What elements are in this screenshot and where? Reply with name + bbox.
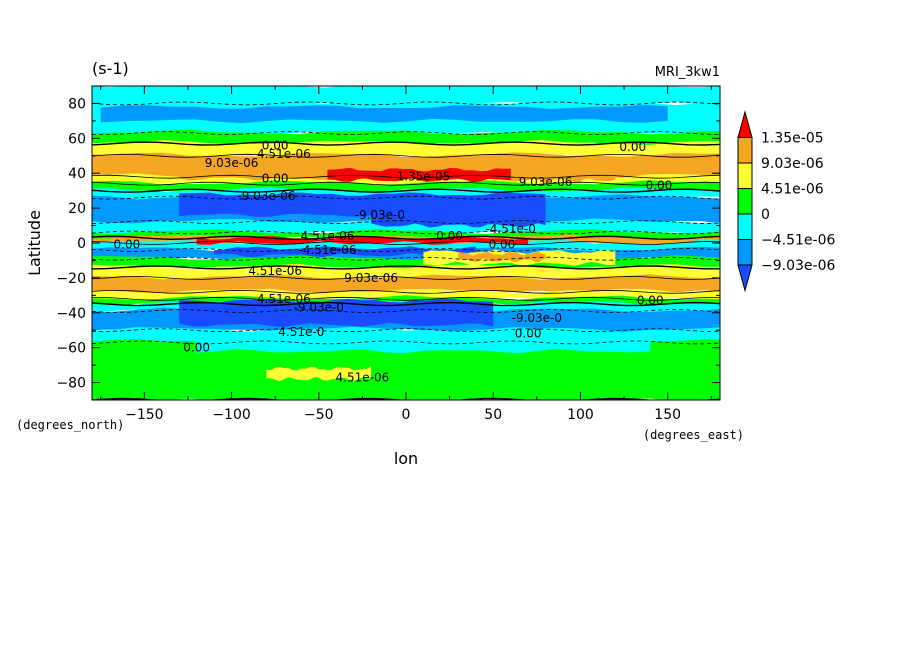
contour-line [92,235,720,241]
contour-label: 0.00 [436,229,463,243]
contour-label: 4.51e-06 [257,147,311,161]
contour-patch [371,209,546,228]
colorbar-swatch [737,213,753,240]
contour-patch [179,192,546,218]
contour-line [92,397,720,400]
contour-label: 1.35e-05 [397,170,451,184]
y-tick-label: 20 [68,201,86,217]
contour-line [92,153,720,158]
contour-label: 0.00 [619,140,646,154]
contour-label: 0.00 [262,171,289,185]
y-tick-label: 60 [68,131,86,147]
contour-line [92,301,720,307]
contour-patch [214,246,476,258]
contour-patch [100,104,668,124]
contour-label: -9.03e-0 [294,301,344,315]
y-tick-label: −60 [56,341,86,357]
contour-band [92,339,720,400]
contour-label: 4.51e-06 [257,292,311,306]
colorbar-level-label: 0 [761,207,770,223]
contour-label: -4.51e-0 [485,222,535,236]
colorbar-swatch [737,162,753,189]
contour-label: -9.03e-0 [355,208,405,222]
x-axis-label: lon [394,449,418,468]
y-axis-label: Latitude [25,210,44,276]
contour-label: 0.00 [262,138,289,152]
contour-labels: 0.004.51e-069.03e-061.35e-05 9.03e-060.00… [114,138,673,384]
colorbar: 1.35e-05 9.03e-06 4.51e-06 0 −4.51e-06 −9.03e… [737,110,835,293]
y-tick-label: −20 [56,271,86,287]
contour-label: 0.00 [515,327,542,341]
y-tick-label: −40 [56,306,86,322]
contour-label: 4.51e-06 [301,229,355,243]
contour-label: 4.51e-06 [248,264,302,278]
contour-line [92,141,720,146]
contour-label: 0.00 [489,238,516,252]
contour-label: 0.00 [183,341,210,355]
contour-line [92,265,720,270]
x-tick-label: 50 [484,407,502,423]
contour-line [92,181,720,186]
colorbar-level-label: −9.03e-06 [761,258,835,274]
x-tick-label: −50 [304,407,334,423]
colorbar-swatch [737,188,753,215]
axes: −150 −100 −50 0 50 100 150 −80 −60 −40 −20 0 20 40 60 8… [56,85,720,423]
contour-label: 0.00 [114,238,141,252]
x-tick-label: 100 [567,407,594,423]
colorbar-arrow-bottom [737,264,753,293]
y-tick-label: −80 [56,376,86,392]
y-tick-label: 0 [77,236,86,252]
contour-lines [92,101,720,400]
contour-label: 4.51e-0 [278,325,324,339]
colorbar-swatch [737,137,753,164]
contour-line [92,188,720,193]
y-tick-label: 40 [68,166,86,182]
contour-label: 0.00 [646,178,673,192]
contour-line [92,296,720,301]
contour-line [92,289,720,294]
contour-line [92,275,720,280]
contour-label: -4.51e-06 [298,243,356,257]
x-units-label: (degrees_east) [643,428,744,442]
x-tick-label: −150 [125,407,163,423]
colorbar-level-label: 4.51e-06 [761,182,824,198]
contour-patch [327,167,511,183]
y-tick-label: 80 [68,96,86,112]
contour-label: 9.03e-06 [344,271,398,285]
contour-label: -9.03e-0 [512,311,562,325]
y-units-label: (degrees_north) [16,418,124,432]
contour-label: -9.03e-06 [237,189,295,203]
chart-title: (s-1) [92,59,129,78]
colorbar-level-label: −4.51e-06 [761,233,835,249]
x-tick-label: 150 [654,407,681,423]
contour-patch [266,366,372,382]
colorbar-swatch [737,239,753,266]
model-label: MRI_3kw1 [655,65,720,80]
contour-label: 4.51e-06 [336,370,390,384]
contour-line [92,174,720,179]
contour-label: 9.03e-06 [519,175,573,189]
x-tick-label: 0 [402,407,411,423]
contour-label: 9.03e-06 [205,156,259,170]
contour-label: 0.00 [637,294,664,308]
colorbar-level-label: 9.03e-06 [761,156,824,172]
colorbar-level-label: 1.35e-05 [761,131,824,147]
x-tick-label: −100 [212,407,250,423]
colorbar-arrow-top [737,110,753,138]
contour-line [92,241,720,245]
